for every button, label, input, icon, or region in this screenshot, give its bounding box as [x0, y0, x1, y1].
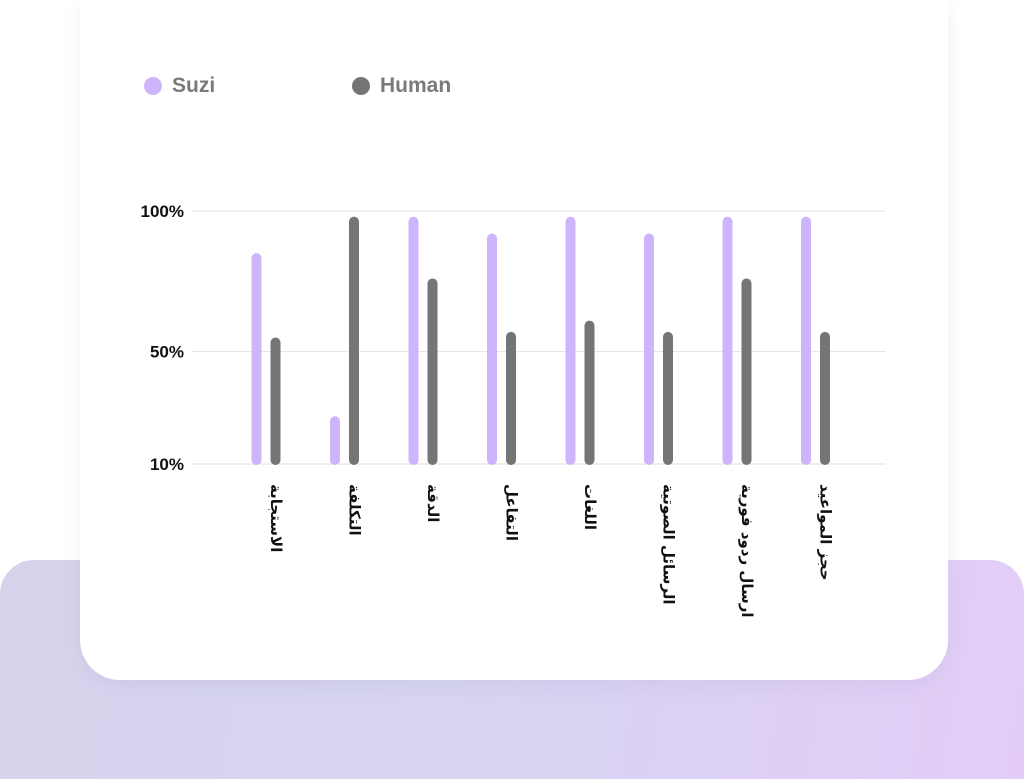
legend-label-human: Human [380, 74, 452, 97]
x-tick-label: ارسال ردود فورية [738, 484, 756, 618]
x-tick-label: التفاعل [503, 484, 521, 541]
y-tick-label: 10% [150, 455, 184, 474]
legend-label-suzi: Suzi [172, 74, 216, 97]
x-tick-label: الدقة [424, 484, 442, 522]
bar-human [820, 331, 830, 465]
bar-human [427, 278, 438, 465]
bar-human [741, 278, 752, 465]
bar-suzi [487, 233, 497, 465]
bar-human [663, 331, 673, 465]
legend-swatch-human [352, 77, 370, 95]
bar-suzi [722, 216, 733, 465]
x-tick-label: اللغات [581, 484, 599, 530]
bar-human [270, 337, 281, 465]
bar-suzi [251, 253, 262, 465]
x-tick-label: حجز المواعيد [817, 484, 835, 581]
bar-human [349, 216, 359, 465]
legend-swatch-suzi [144, 77, 162, 95]
bar-suzi [801, 216, 811, 465]
bar-suzi [408, 216, 419, 465]
x-tick-label: الاستجابة [267, 484, 285, 552]
bar-suzi [330, 416, 340, 465]
y-tick-label: 100% [141, 202, 184, 221]
legend-item-human: Human [352, 72, 451, 100]
y-tick-label: 50% [150, 343, 184, 362]
bar-human [506, 331, 516, 465]
bar-human [584, 320, 595, 465]
bar-suzi [644, 233, 654, 465]
x-tick-label: التكلفة [346, 484, 364, 536]
legend-item-suzi: Suzi [144, 72, 215, 100]
bar-suzi [565, 216, 576, 465]
x-tick-label: الرسائل الصوتية [660, 484, 678, 605]
